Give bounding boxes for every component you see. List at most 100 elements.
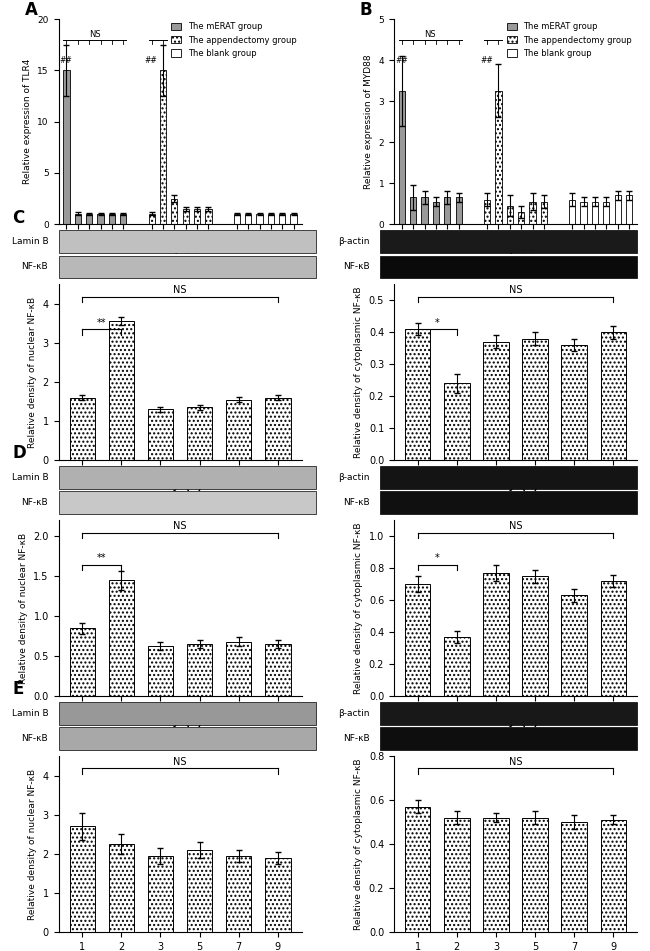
Bar [580, 202, 587, 224]
Bar [187, 850, 213, 932]
Text: NF-κB: NF-κB [343, 734, 370, 743]
Bar [75, 214, 81, 224]
Text: D: D [12, 444, 26, 462]
Y-axis label: Relative density of cytoplasmic NF-κB: Relative density of cytoplasmic NF-κB [354, 286, 363, 458]
Y-axis label: Relative density of cytoplasmic NF-κB: Relative density of cytoplasmic NF-κB [354, 522, 363, 694]
Bar [205, 209, 211, 224]
Text: β-actin: β-actin [338, 473, 370, 482]
Text: Lamin B: Lamin B [12, 473, 48, 482]
Bar [234, 214, 240, 224]
Bar [245, 214, 252, 224]
Bar [562, 595, 587, 696]
Text: ##: ## [60, 56, 72, 66]
Bar [86, 214, 92, 224]
Bar [148, 856, 173, 932]
Bar [433, 202, 439, 224]
Bar [601, 581, 626, 696]
Text: NF-κB: NF-κB [21, 734, 48, 743]
Y-axis label: Relative density of nuclear NF-κB: Relative density of nuclear NF-κB [28, 297, 37, 448]
Bar [405, 329, 430, 460]
Text: NS: NS [424, 29, 436, 38]
Text: B: B [360, 1, 372, 19]
Bar [456, 198, 462, 224]
Y-axis label: Relative density of cytoplasmic NF-κB: Relative density of cytoplasmic NF-κB [354, 758, 363, 930]
Text: NF-κB: NF-κB [21, 498, 48, 507]
Text: E: E [12, 680, 23, 698]
Legend: The mERAT group, The appendectomy group, The blank group: The mERAT group, The appendectomy group,… [503, 19, 635, 61]
Bar [70, 398, 95, 460]
Legend: The mERAT group, The appendectomy group, The blank group: The mERAT group, The appendectomy group,… [168, 19, 300, 61]
Y-axis label: Relative expression of MYD88: Relative expression of MYD88 [364, 54, 373, 189]
Bar [148, 214, 155, 224]
X-axis label: Days(d): Days(d) [157, 481, 203, 492]
Text: A: A [25, 1, 37, 19]
Bar [444, 198, 450, 224]
Text: NS: NS [174, 521, 187, 531]
Y-axis label: Relative density of nuclear NF-κB: Relative density of nuclear NF-κB [28, 768, 37, 920]
Bar [171, 199, 177, 224]
Bar [160, 70, 166, 224]
Bar [265, 398, 291, 460]
Bar [506, 205, 513, 224]
Text: NS: NS [510, 29, 521, 38]
Bar [444, 383, 469, 460]
Bar [226, 642, 252, 696]
Bar [148, 409, 173, 460]
Y-axis label: Relative density of nuclear NF-κB: Relative density of nuclear NF-κB [19, 533, 28, 684]
Bar [256, 214, 263, 224]
Bar [495, 90, 502, 224]
Text: ##: ## [145, 56, 157, 66]
Bar [405, 806, 430, 932]
Bar [626, 195, 632, 224]
Bar [194, 209, 200, 224]
Bar [518, 212, 525, 224]
Bar [109, 580, 134, 696]
X-axis label: Days(d): Days(d) [493, 717, 538, 728]
Bar [603, 202, 610, 224]
Text: NS: NS [174, 29, 186, 38]
Text: NS: NS [174, 285, 187, 295]
Bar [410, 198, 417, 224]
Bar [483, 818, 508, 932]
Bar [592, 202, 598, 224]
Bar [444, 818, 469, 932]
X-axis label: Days(d): Days(d) [157, 717, 203, 728]
Bar [614, 195, 621, 224]
Bar [187, 407, 213, 460]
Bar [265, 858, 291, 932]
Bar [421, 198, 428, 224]
Bar [148, 646, 173, 696]
Text: NS: NS [595, 29, 606, 38]
Bar [63, 70, 70, 224]
Bar [187, 644, 213, 696]
Bar [562, 345, 587, 460]
Text: NS: NS [509, 521, 522, 531]
Text: NF-κB: NF-κB [21, 262, 48, 271]
Bar [268, 214, 274, 224]
Bar [120, 214, 126, 224]
Bar [484, 200, 490, 224]
Text: NS: NS [89, 29, 101, 38]
Text: NS: NS [509, 285, 522, 295]
Bar [183, 209, 189, 224]
Bar [483, 341, 508, 460]
Bar [562, 822, 587, 932]
Text: β-actin: β-actin [338, 709, 370, 718]
Bar [541, 202, 547, 224]
Bar [398, 90, 405, 224]
Text: NF-κB: NF-κB [343, 498, 370, 507]
Bar [279, 214, 285, 224]
X-axis label: Days(d): Days(d) [161, 244, 199, 254]
Bar [226, 856, 252, 932]
Text: NS: NS [509, 757, 522, 767]
Text: Lamin B: Lamin B [12, 709, 48, 718]
Text: **: ** [97, 318, 107, 327]
Bar [109, 844, 134, 932]
Text: NS: NS [174, 757, 187, 767]
Bar [601, 332, 626, 460]
Bar [70, 628, 95, 696]
Bar [529, 202, 536, 224]
Bar [226, 399, 252, 460]
Bar [569, 200, 575, 224]
Bar [523, 818, 548, 932]
